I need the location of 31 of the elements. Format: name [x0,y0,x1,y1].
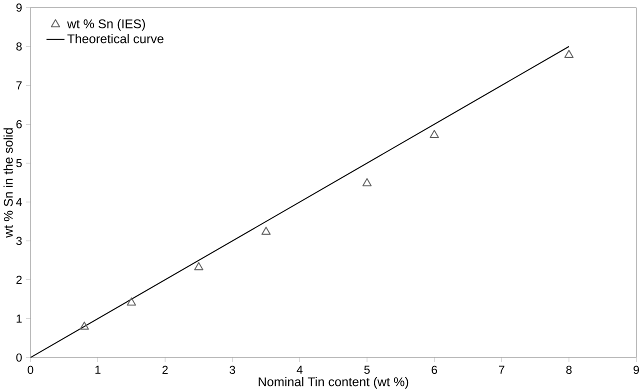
legend-label: wt % Sn (IES) [67,18,145,31]
x-tick-label: 0 [28,366,34,374]
x-tick-label: 6 [432,366,438,374]
x-tick-label: 3 [230,366,236,374]
y-tick-label: 8 [16,42,22,50]
point [564,50,574,58]
x-tick-label: 1 [95,366,100,374]
y-tick-label: 9 [16,3,22,12]
y-tick-label: 4 [16,198,22,206]
y-tick-label: 5 [16,158,22,168]
x-tick-label: 8 [566,366,572,374]
point [80,321,89,330]
x-tick-label: 4 [296,366,303,374]
legend-label: Theoretical curve [67,34,164,44]
y-tick-label: 6 [16,120,22,128]
y-tick-label: 0 [16,353,22,362]
y-axis-title: wt % Sn in the solid [4,128,13,238]
point [261,226,271,235]
y-tick-label: 3 [16,236,22,245]
y-tick-label: 1 [16,314,22,323]
point [430,130,439,138]
point [194,262,204,270]
x-tick-label: 7 [499,366,504,374]
x-tick-label: 5 [364,366,370,374]
x-tick-label: 9 [634,366,639,374]
x-tick-label: 2 [162,366,168,374]
x-axis-title: Nominal Tin content (wt %) [258,376,408,389]
point [362,178,372,186]
y-tick-label: 2 [16,276,22,284]
point [126,297,136,306]
y-tick-label: 7 [16,81,22,90]
